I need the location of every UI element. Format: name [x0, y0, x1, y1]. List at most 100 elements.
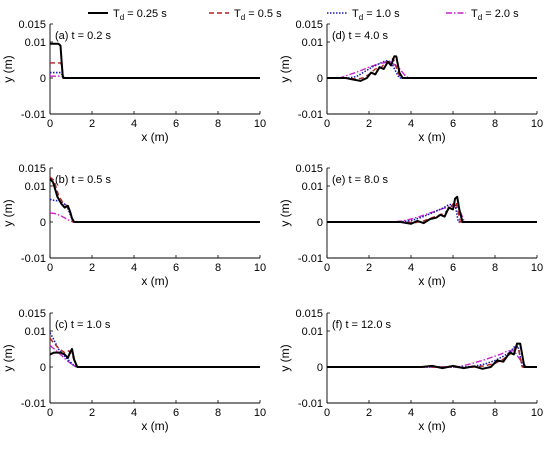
series-line — [327, 55, 537, 82]
x-tick-label: 8 — [492, 262, 498, 274]
series-line — [327, 61, 537, 79]
legend-rest: = 1.0 s — [363, 8, 400, 20]
legend-subscript: d — [478, 13, 482, 22]
x-tick-label: 4 — [408, 407, 414, 419]
panel-label: (a) t = 0.2 s — [55, 30, 111, 42]
x-tick-label: 8 — [492, 118, 498, 130]
legend-label: Td = 1.0 s — [352, 8, 400, 22]
legend-rest: = 2.0 s — [482, 8, 519, 20]
y-tick-label: 0 — [40, 217, 46, 229]
series-group — [327, 55, 537, 82]
legend-base: T — [234, 8, 241, 20]
x-tick-label: 0 — [324, 407, 330, 419]
y-tick-label: 0.01 — [302, 326, 323, 338]
legend-subscript: d — [241, 13, 245, 22]
series-group — [50, 42, 260, 79]
y-tick-label: -0.01 — [21, 253, 46, 265]
x-tick-label: 6 — [173, 262, 179, 274]
x-tick-label: 6 — [173, 118, 179, 130]
x-tick-label: 6 — [173, 407, 179, 419]
x-axis-title: x (m) — [418, 419, 445, 433]
x-axis-title: x (m) — [141, 419, 168, 433]
legend-label: Td = 0.5 s — [234, 8, 282, 22]
y-tick-label: 0 — [317, 217, 323, 229]
legend-base: T — [113, 8, 120, 20]
series-line — [327, 59, 537, 79]
x-tick-label: 6 — [450, 407, 456, 419]
x-tick-label: 8 — [215, 118, 221, 130]
series-line — [327, 203, 537, 223]
x-tick-label: 0 — [324, 262, 330, 274]
series-line — [327, 195, 537, 225]
series-group — [327, 342, 537, 370]
legend-rest: = 0.5 s — [245, 8, 282, 20]
legend-base: T — [471, 8, 478, 20]
panel-label: (f) t = 12.0 s — [332, 319, 391, 331]
x-tick-label: 4 — [131, 407, 137, 419]
x-tick-label: 8 — [215, 407, 221, 419]
y-tick-label: 0 — [317, 362, 323, 374]
legend-entry: Td = 1.0 s — [327, 8, 400, 22]
x-tick-label: 2 — [89, 262, 95, 274]
x-tick-label: 0 — [47, 407, 53, 419]
legend-subscript: d — [359, 13, 363, 22]
y-tick-label: 0.01 — [25, 326, 46, 338]
x-tick-label: 0 — [47, 118, 53, 130]
x-axis-title: x (m) — [418, 130, 445, 144]
x-axis-title: x (m) — [141, 130, 168, 144]
y-axis-title: y (m) — [278, 344, 292, 371]
legend-subscript: d — [120, 13, 124, 22]
legend-label: Td = 2.0 s — [471, 8, 519, 22]
y-axis-title: y (m) — [1, 55, 15, 82]
x-tick-label: 4 — [408, 262, 414, 274]
legend-rest: = 0.25 s — [124, 8, 167, 20]
y-axis-title: y (m) — [278, 55, 292, 82]
panel-label: (c) t = 1.0 s — [55, 319, 111, 331]
y-tick-label: 0.015 — [18, 308, 46, 320]
x-tick-label: 2 — [89, 407, 95, 419]
series-line — [327, 346, 537, 369]
x-tick-label: 10 — [254, 407, 266, 419]
x-tick-label: 6 — [450, 262, 456, 274]
series-line — [50, 344, 260, 368]
series-group — [327, 195, 537, 225]
y-tick-label: 0 — [40, 362, 46, 374]
x-tick-label: 0 — [324, 118, 330, 130]
series-line — [50, 332, 260, 368]
series-line — [50, 42, 260, 79]
y-tick-label: 0.01 — [25, 181, 46, 193]
x-tick-label: 10 — [531, 118, 543, 130]
x-tick-label: 2 — [366, 407, 372, 419]
y-tick-label: -0.01 — [21, 109, 46, 121]
y-tick-label: -0.01 — [298, 398, 323, 410]
y-tick-label: 0.015 — [295, 308, 323, 320]
panel-label: (d) t = 4.0 s — [332, 30, 388, 42]
series-line — [50, 212, 260, 223]
x-tick-label: 2 — [366, 262, 372, 274]
legend: Td = 0.25 s Td = 0.5 s Td = 1.0 s Td = 2.0 … — [88, 8, 519, 22]
y-tick-label: -0.01 — [298, 253, 323, 265]
series-line — [327, 345, 537, 368]
legend-entry: Td = 0.5 s — [209, 8, 282, 22]
panel-label: (b) t = 0.5 s — [55, 174, 111, 186]
series-line — [327, 57, 537, 80]
legend-entry: Td = 0.25 s — [88, 8, 167, 22]
series-line — [327, 342, 537, 370]
y-tick-label: 0.015 — [18, 163, 46, 175]
y-tick-label: 0.01 — [25, 37, 46, 49]
x-tick-label: 6 — [450, 118, 456, 130]
series-line — [50, 198, 260, 223]
y-tick-label: 0.015 — [18, 19, 46, 31]
x-tick-label: 0 — [47, 262, 53, 274]
x-tick-label: 10 — [254, 262, 266, 274]
y-tick-label: 0.015 — [295, 19, 323, 31]
series-group — [50, 332, 260, 368]
y-tick-label: 0.01 — [302, 37, 323, 49]
y-tick-label: 0 — [317, 73, 323, 85]
